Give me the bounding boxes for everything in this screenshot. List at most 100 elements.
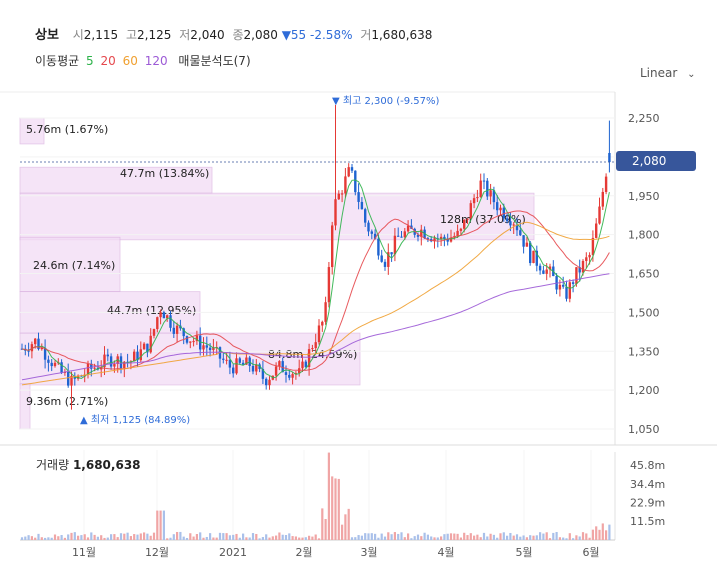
volume-bar <box>410 538 413 540</box>
candle-body <box>43 347 47 360</box>
volume-bar <box>298 537 301 540</box>
volume-bar <box>182 536 185 540</box>
volume-bar <box>212 537 215 540</box>
candle-body <box>113 364 116 367</box>
volume-bar <box>433 537 436 540</box>
candle-body <box>232 367 235 374</box>
y-tick-label: 2,250 <box>628 112 660 125</box>
y-tick-label: 1,800 <box>628 229 660 242</box>
candle-body <box>565 286 568 299</box>
volume-bar <box>156 510 159 540</box>
candle-body <box>222 358 225 360</box>
candle-body <box>433 238 436 242</box>
volume-bar <box>258 538 261 540</box>
ma-60: 60 <box>122 54 138 68</box>
volume-bar <box>413 536 416 540</box>
volume-bar <box>44 537 47 540</box>
volume-bar <box>324 519 327 540</box>
candle-body <box>377 238 380 256</box>
volume-bar <box>110 534 113 540</box>
volume-bar <box>126 532 129 540</box>
volume-bar <box>605 530 608 540</box>
volume-bar <box>393 532 396 540</box>
low-label: 저 <box>179 28 191 42</box>
volume-bar <box>53 534 57 540</box>
candle-body <box>575 267 578 284</box>
volume-bar <box>529 535 532 540</box>
candle-body <box>258 364 261 370</box>
candle-body <box>492 190 496 203</box>
x-tick-label: 3월 <box>360 546 377 559</box>
volume-bar <box>558 537 561 540</box>
close-label: 종 <box>232 28 244 42</box>
candle-body <box>568 282 571 299</box>
volume-bar <box>548 538 552 540</box>
volume-tick-label: 45.8m <box>630 459 665 472</box>
volume-bar <box>245 537 248 540</box>
candle-body <box>109 356 113 367</box>
volume-bar <box>479 537 482 540</box>
candle-body <box>400 236 403 238</box>
candle-body <box>50 362 53 367</box>
volume-bar <box>176 531 179 540</box>
candle-body <box>169 315 172 328</box>
candle-body <box>469 203 472 219</box>
candle-body <box>304 361 307 367</box>
volume-bar <box>77 535 80 540</box>
candle-body <box>288 374 291 378</box>
volume-bar <box>106 537 109 540</box>
volume-bar <box>515 534 519 540</box>
volume-bar <box>492 534 495 540</box>
volume-profile-bar <box>19 166 213 194</box>
candle-body <box>509 221 512 226</box>
candle-body <box>416 234 420 237</box>
candle-body <box>162 312 166 319</box>
volume-bar <box>443 534 446 540</box>
volume-bar <box>73 532 76 540</box>
candle-body <box>443 236 446 240</box>
volume-bar <box>486 536 489 540</box>
volume-bar <box>440 536 443 540</box>
volume-bar <box>568 533 571 540</box>
volume-profile-toggle[interactable]: 매물분석도(7) <box>178 54 251 68</box>
volume-bar <box>397 533 400 540</box>
candle-body <box>278 361 281 367</box>
volume-bar <box>185 537 189 540</box>
x-tick-label: 2021 <box>219 546 247 559</box>
volume-bar <box>86 537 90 540</box>
volume-bar <box>585 533 588 540</box>
candle-body <box>463 219 466 229</box>
volume-bar <box>545 532 548 540</box>
volume-bar <box>34 537 37 540</box>
volume-bar <box>436 537 439 540</box>
scale-mode-dropdown[interactable]: Linear ⌄ <box>640 66 696 80</box>
candle-body <box>317 325 321 343</box>
y-tick-label: 1,500 <box>628 306 660 319</box>
candle-body <box>601 191 604 207</box>
volume-bar <box>30 536 33 540</box>
volume-profile-label: 9.36m (2.71%) <box>26 395 108 408</box>
candle-body <box>298 368 301 374</box>
volume-bar <box>506 535 509 540</box>
volume-bar <box>304 537 307 540</box>
moving-average-legend[interactable]: 이동평균 5 20 60 120 매물분석도(7) <box>35 52 254 69</box>
volume-bar <box>344 514 347 540</box>
candle-body <box>529 242 532 264</box>
candle-body <box>324 302 327 322</box>
candle-body <box>149 335 152 353</box>
volume-bar <box>430 536 433 540</box>
volume-bar <box>499 533 502 540</box>
candle-body <box>449 237 453 242</box>
volume-bar <box>93 534 96 540</box>
volume-bar <box>172 534 175 540</box>
change-arrow-icon: ▼ <box>281 28 291 42</box>
volume-bar <box>308 535 311 540</box>
candle-body <box>146 343 149 353</box>
volume-title: 거래량 1,680,638 <box>36 458 141 472</box>
candle-body <box>519 230 522 236</box>
candle-body <box>545 269 548 274</box>
volume-bar <box>367 533 370 540</box>
volume-bar <box>169 537 172 540</box>
candle-body <box>505 218 509 222</box>
